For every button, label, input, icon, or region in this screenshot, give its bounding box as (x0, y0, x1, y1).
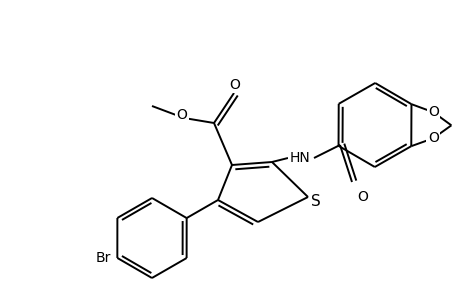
Text: Br: Br (96, 251, 111, 265)
Text: O: O (229, 78, 240, 92)
Text: S: S (310, 194, 320, 209)
Text: O: O (427, 105, 438, 119)
Text: O: O (176, 108, 187, 122)
Text: O: O (427, 131, 438, 145)
Text: HN: HN (289, 151, 310, 165)
Text: O: O (356, 190, 367, 204)
